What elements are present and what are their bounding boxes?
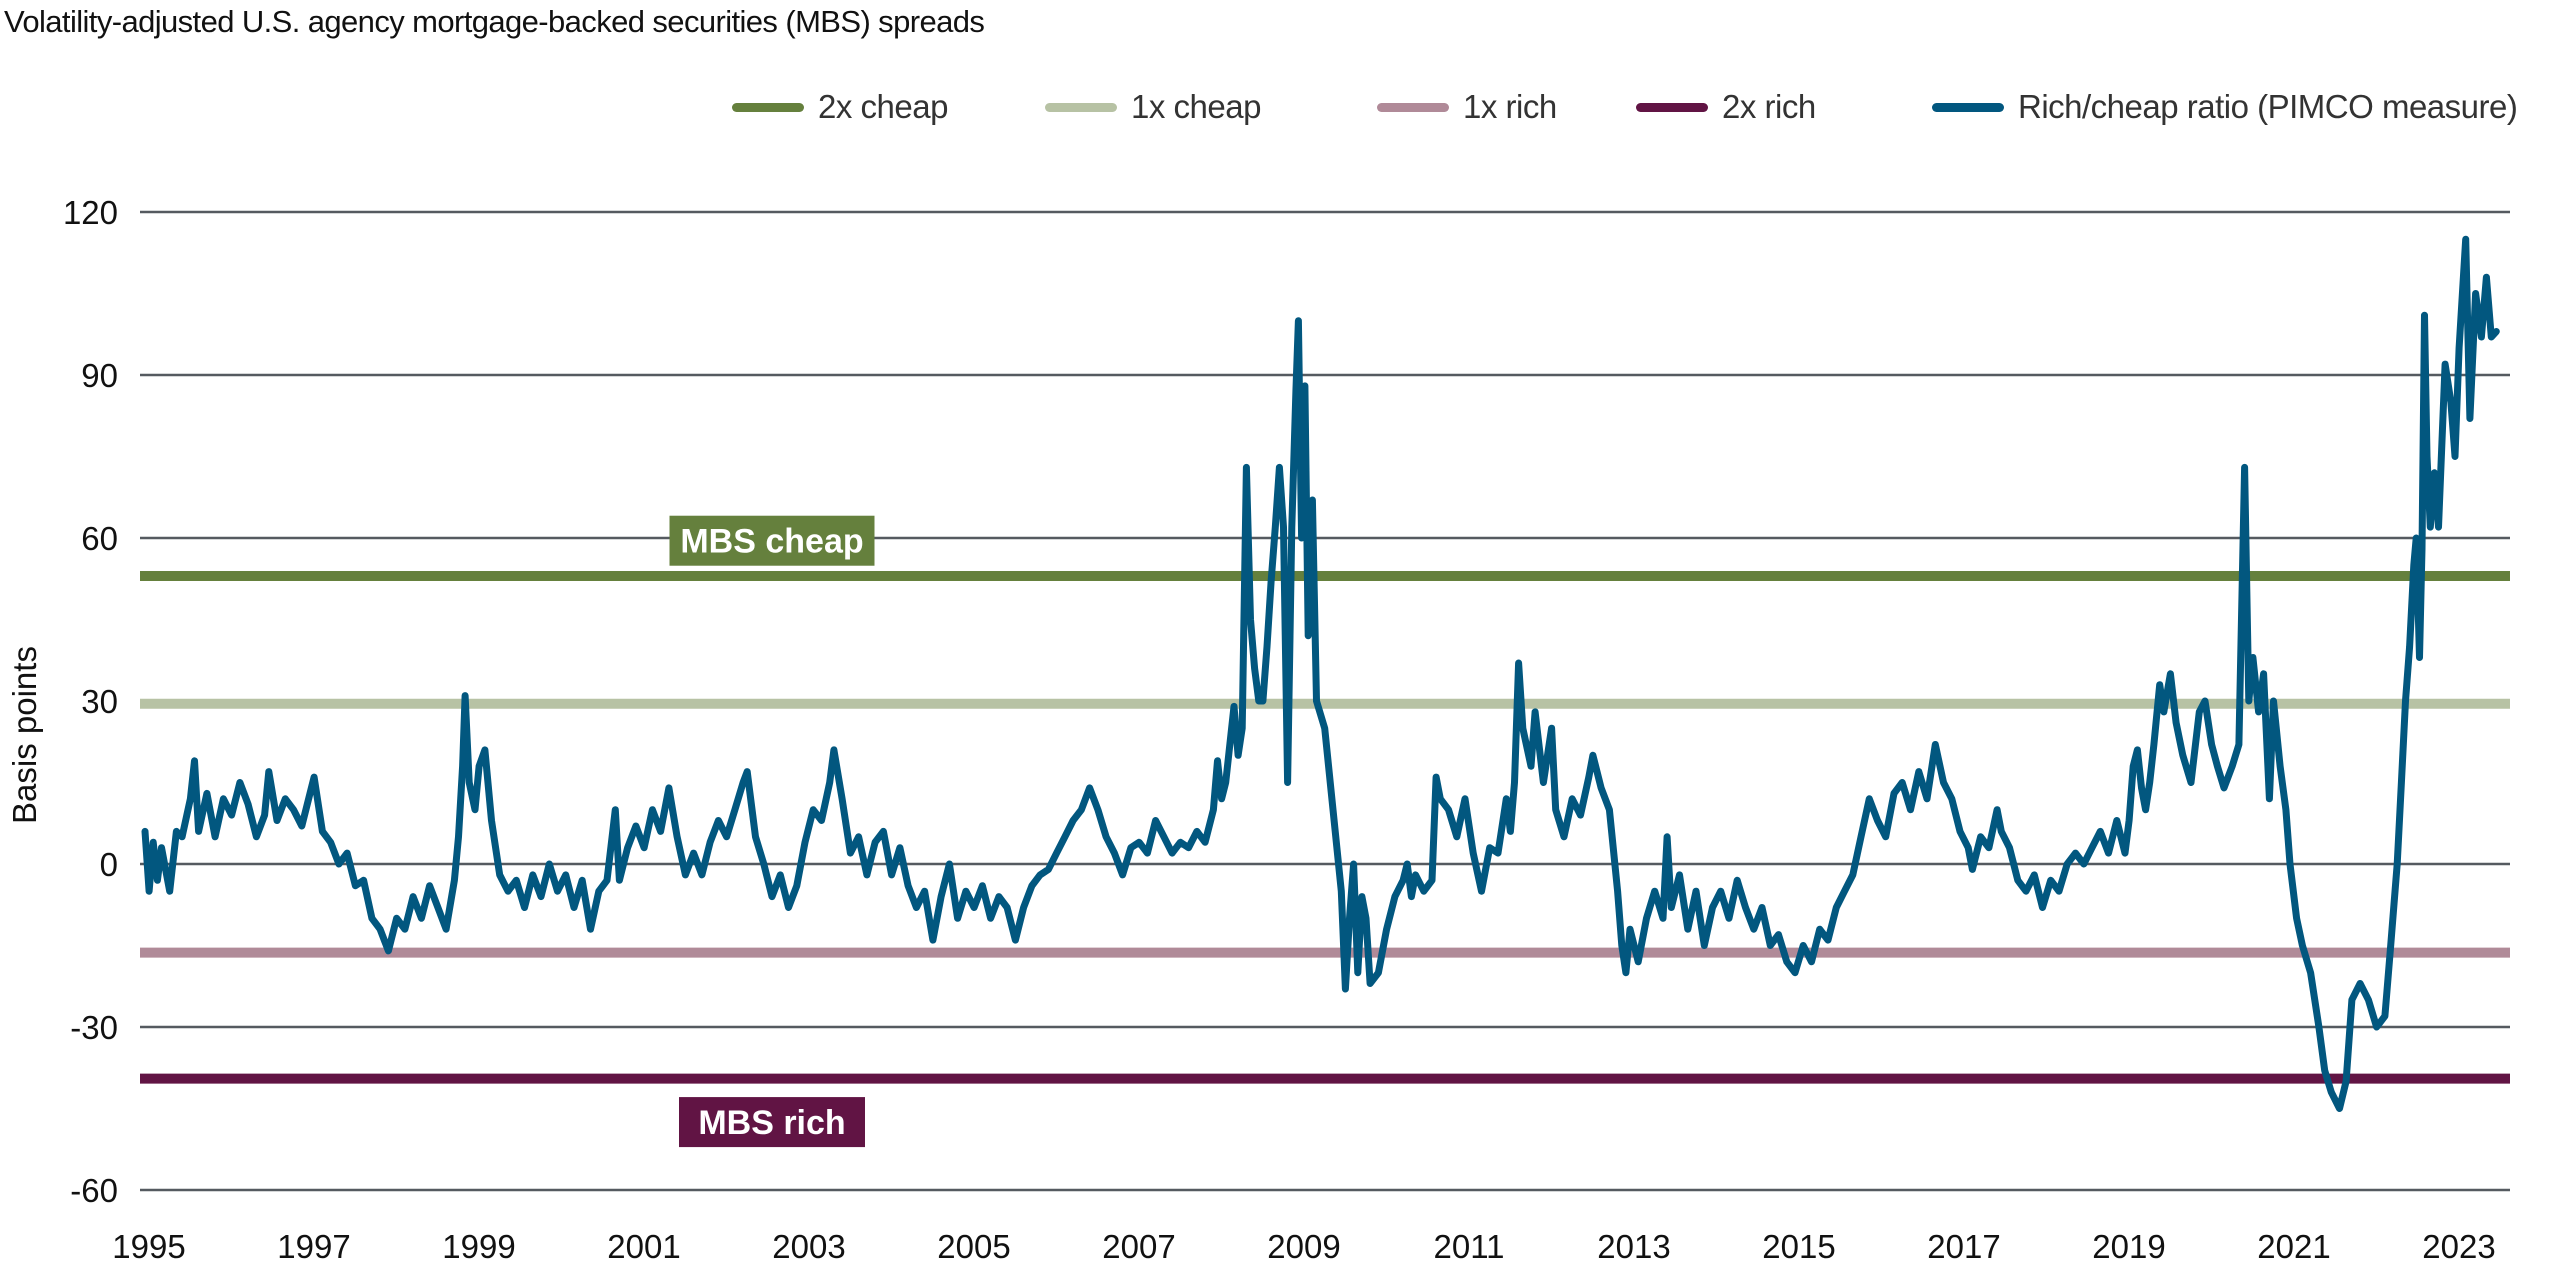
x-tick-label: 2021 [2257,1228,2330,1265]
x-tick-label: 2003 [772,1228,845,1265]
annotation-label: MBS rich [698,1104,845,1142]
legend: 2x cheap 1x cheap 1x rich 2x rich Rich/c… [0,82,2560,132]
legend-swatch [732,102,804,112]
x-axis-ticks: 1995 1997 1999 2001 2003 2005 2007 2009 2011 2013… [112,1228,2495,1265]
legend-item-1x-rich: 1x rich [1377,82,1557,132]
y-tick-label: 0 [100,846,118,883]
x-tick-label: 2023 [2422,1228,2495,1265]
x-tick-label: 2013 [1597,1228,1670,1265]
legend-item-rich-cheap-ratio: Rich/cheap ratio (PIMCO measure) [1932,82,2518,132]
legend-swatch [1377,102,1449,112]
x-tick-label: 1995 [112,1228,185,1265]
x-tick-label: 2007 [1102,1228,1175,1265]
y-axis-ticks: 120 90 60 30 0 -30 -60 [63,194,118,1209]
y-tick-label: 120 [63,194,118,231]
x-tick-label: 2001 [607,1228,680,1265]
y-tick-label: 90 [81,357,118,394]
annotation-box [669,515,875,566]
x-tick-label: 1997 [277,1228,350,1265]
x-tick-label: 2017 [1927,1228,2000,1265]
legend-swatch [1932,102,2004,112]
y-axis-label: Basis points [6,646,43,824]
x-tick-label: 1999 [442,1228,515,1265]
y-tick-label: -30 [70,1009,118,1046]
legend-swatch [1045,102,1117,112]
x-tick-label: 2015 [1762,1228,1835,1265]
legend-label: 2x cheap [818,88,948,125]
legend-label: Rich/cheap ratio (PIMCO measure) [2018,88,2518,125]
chart-title: Volatility-adjusted U.S. agency mortgage… [4,4,985,39]
annotation-mbs-rich: MBS rich [679,1097,865,1148]
annotation-mbs-cheap: MBS cheap [669,515,875,566]
x-tick-label: 2009 [1267,1228,1340,1265]
legend-item-2x-rich: 2x rich [1636,82,1816,132]
legend-label: 1x rich [1463,88,1557,125]
x-tick-label: 2019 [2092,1228,2165,1265]
legend-swatch [1636,102,1708,112]
annotations: MBS cheap MBS rich [669,515,875,1148]
legend-item-1x-cheap: 1x cheap [1045,82,1261,132]
annotation-box [679,1097,865,1148]
reference-lines [140,571,2510,1084]
legend-label: 2x rich [1722,88,1816,125]
annotation-label: MBS cheap [680,523,863,561]
series-group [141,235,2500,1112]
x-tick-label: 2011 [1434,1228,1505,1265]
x-tick-label: 2005 [937,1228,1010,1265]
legend-label: 1x cheap [1131,88,1261,125]
y-tick-label: -60 [70,1172,118,1209]
legend-item-2x-cheap: 2x cheap [732,82,948,132]
y-tick-label: 30 [81,683,118,720]
y-tick-label: 60 [81,520,118,557]
series-line-rich-cheap-ratio [141,235,2500,1112]
